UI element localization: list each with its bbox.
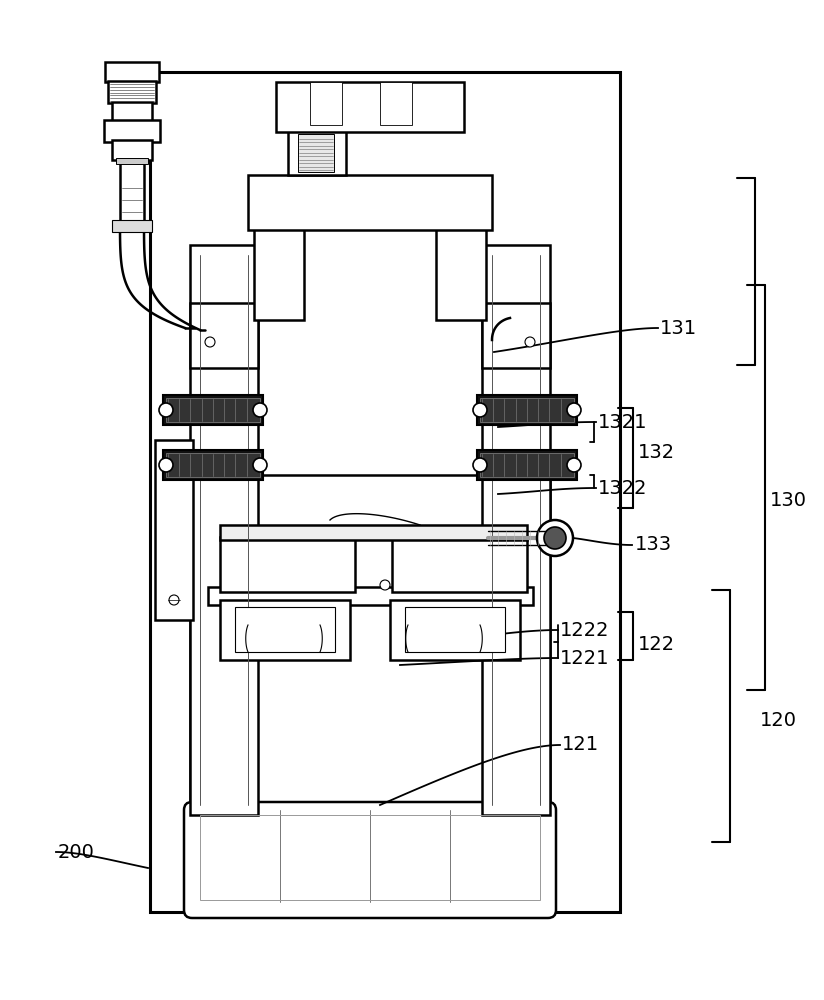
Bar [166, 398, 260, 422]
Circle shape [567, 458, 581, 472]
Bar [480, 453, 574, 477]
Bar [220, 525, 527, 540]
Bar [477, 450, 577, 480]
Circle shape [253, 458, 267, 472]
Text: 133: 133 [635, 536, 672, 554]
Circle shape [380, 580, 390, 590]
Circle shape [159, 458, 173, 472]
Bar [436, 220, 486, 320]
Text: 1321: 1321 [598, 412, 648, 432]
Bar [220, 600, 350, 660]
Bar [112, 102, 152, 122]
Bar [220, 537, 355, 592]
Bar [166, 453, 260, 477]
Bar [276, 82, 464, 132]
Circle shape [544, 527, 566, 549]
Bar [482, 245, 550, 815]
Text: 1322: 1322 [598, 479, 648, 497]
Bar [390, 600, 520, 660]
Bar [248, 175, 492, 230]
Bar [190, 245, 258, 815]
Bar [235, 607, 335, 652]
Circle shape [567, 403, 581, 417]
Bar [380, 82, 412, 125]
Circle shape [473, 458, 487, 472]
Circle shape [537, 520, 573, 556]
Bar [190, 303, 258, 368]
Bar [163, 395, 263, 425]
Bar [105, 62, 159, 82]
Bar [108, 81, 156, 103]
Bar [163, 450, 263, 480]
Bar [288, 130, 346, 175]
Bar [477, 395, 577, 425]
Text: 1222: 1222 [560, 620, 610, 640]
Bar [150, 72, 620, 912]
Bar [208, 587, 533, 605]
Bar [392, 537, 527, 592]
Bar [112, 140, 152, 160]
Circle shape [253, 403, 267, 417]
Text: 200: 200 [58, 842, 95, 861]
Bar [190, 475, 550, 815]
Text: 132: 132 [638, 442, 675, 462]
FancyBboxPatch shape [184, 802, 556, 918]
Text: 131: 131 [660, 318, 697, 338]
Circle shape [205, 337, 215, 347]
Bar [155, 440, 193, 620]
Bar [200, 815, 540, 900]
Bar [480, 398, 574, 422]
Circle shape [169, 595, 179, 605]
Bar [112, 220, 152, 232]
Bar [104, 120, 160, 142]
Text: 120: 120 [760, 710, 797, 730]
Text: 121: 121 [562, 736, 599, 754]
Text: 1221: 1221 [560, 648, 610, 668]
Text: 130: 130 [770, 490, 807, 510]
Bar [298, 134, 334, 172]
Bar [482, 303, 550, 368]
Bar [120, 159, 144, 222]
Bar [116, 158, 148, 164]
Text: 122: 122 [638, 636, 675, 654]
Circle shape [525, 337, 535, 347]
Bar [310, 82, 342, 125]
Bar [405, 607, 505, 652]
Circle shape [473, 403, 487, 417]
Circle shape [159, 403, 173, 417]
Bar [254, 220, 304, 320]
